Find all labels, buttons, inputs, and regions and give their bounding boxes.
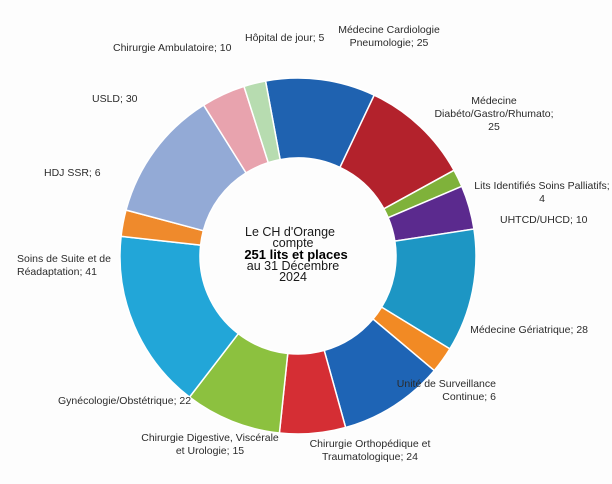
label-line: et Urologie; 15: [176, 445, 244, 457]
label-line: Diabéto/Gastro/Rhumato;: [434, 108, 553, 120]
label-chirurgie-digestive-visc-rale-et-urologie: Chirurgie Digestive, Viscérale et Urologi…: [141, 432, 279, 457]
center-line-4: au 31 Décembre: [247, 259, 339, 273]
label-line: Continue; 6: [442, 391, 496, 403]
label-line: Pneumologie; 25: [350, 37, 429, 49]
label-line: Chirurgie Ambulatoire; 10: [113, 42, 232, 54]
label-hdj-ssr: HDJ SSR; 6: [44, 167, 101, 179]
label-lits-identifi-s-soins-palliatifs: Lits Identifiés Soins Palliatifs; 4: [474, 180, 609, 205]
label-unit-de-surveillance-continue: Unité de Surveillance Continue; 6: [397, 378, 496, 403]
label-line: HDJ SSR; 6: [44, 167, 101, 179]
label-line: 4: [539, 193, 545, 205]
label-line: Médecine Cardiologie: [338, 24, 440, 36]
center-line-2: compte: [273, 236, 314, 250]
label-chirurgie-ambulatoire: Chirurgie Ambulatoire; 10: [113, 42, 232, 54]
label-line: Médecine Gériatrique; 28: [470, 324, 588, 336]
slice-labels: Médecine Cardiologie Pneumologie; 25Médec…: [17, 24, 610, 463]
label-line: UHTCD/UHCD; 10: [500, 214, 588, 226]
label-line: Lits Identifiés Soins Palliatifs;: [474, 180, 609, 192]
label-usld: USLD; 30: [92, 93, 138, 105]
label-line: Réadaptation; 41: [17, 266, 97, 278]
label-gyn-cologie-obst-trique: Gynécologie/Obstétrique; 22: [58, 395, 191, 407]
label-m-decine-diab-to-gastro-rhumato: Médecine Diabéto/Gastro/Rhumato; 25: [434, 95, 553, 133]
label-uhtcd-uhcd: UHTCD/UHCD; 10: [500, 214, 588, 226]
label-line: 25: [488, 121, 500, 133]
label-line: Traumatologique; 24: [322, 451, 418, 463]
label-line: Gynécologie/Obstétrique; 22: [58, 395, 191, 407]
label-soins-de-suite-et-de-r-adaptation: Soins de Suite et de Réadaptation; 41: [17, 253, 111, 278]
center-line-3: 251 lits et places: [244, 247, 347, 262]
label-chirurgie-orthop-dique-et-traumatologique: Chirurgie Orthopédique et Traumatologique…: [310, 438, 431, 463]
label-line: Médecine: [471, 95, 517, 107]
center-line-5: 2024: [279, 270, 307, 284]
label-line: Soins de Suite et de: [17, 253, 111, 265]
label-line: USLD; 30: [92, 93, 138, 105]
label-line: Hôpital de jour; 5: [245, 32, 325, 44]
label-line: Chirurgie Digestive, Viscérale: [141, 432, 279, 444]
center-text: Le CH d'Orange compte 251 lits et places…: [244, 225, 347, 284]
label-line: Chirurgie Orthopédique et: [310, 438, 431, 450]
donut-slices: [119, 77, 477, 435]
label-line: Unité de Surveillance: [397, 378, 496, 390]
label-h-pital-de-jour: Hôpital de jour; 5: [245, 32, 325, 44]
label-m-decine-g-riatrique: Médecine Gériatrique; 28: [470, 324, 588, 336]
center-line-1: Le CH d'Orange: [245, 225, 335, 239]
label-m-decine-cardiologie-pneumologie: Médecine Cardiologie Pneumologie; 25: [338, 24, 440, 49]
slice-h-pital-de-jour: [243, 80, 282, 164]
